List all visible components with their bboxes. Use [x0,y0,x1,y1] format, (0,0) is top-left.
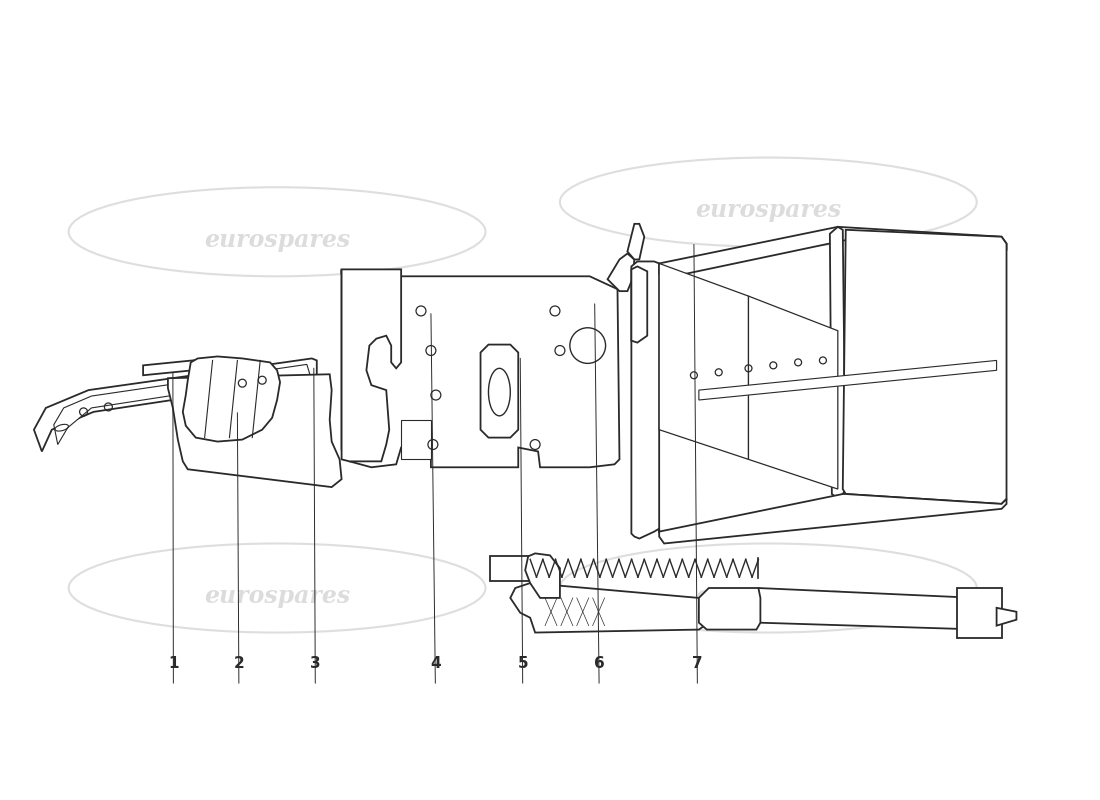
Polygon shape [748,296,838,489]
Polygon shape [659,494,1006,543]
Polygon shape [659,263,748,459]
Polygon shape [754,588,997,630]
Polygon shape [168,374,342,487]
Polygon shape [54,364,310,445]
Polygon shape [631,266,647,342]
Text: 4: 4 [430,656,441,671]
Polygon shape [481,345,518,438]
Text: 6: 6 [594,656,605,671]
Polygon shape [402,420,431,459]
Text: 1: 1 [168,656,178,671]
Polygon shape [342,270,402,462]
Text: 2: 2 [233,656,244,671]
Polygon shape [698,361,997,400]
Polygon shape [957,588,1002,638]
Polygon shape [631,262,659,538]
Polygon shape [491,556,530,581]
Polygon shape [183,357,280,442]
Text: 3: 3 [310,656,320,671]
Polygon shape [510,583,708,633]
Polygon shape [143,358,212,375]
Text: eurospares: eurospares [695,584,842,608]
Text: eurospares: eurospares [695,198,842,222]
Polygon shape [34,358,317,451]
Text: 5: 5 [517,656,528,671]
Text: eurospares: eurospares [204,228,350,252]
Polygon shape [627,224,645,259]
Polygon shape [342,270,619,467]
Polygon shape [698,588,760,630]
Text: eurospares: eurospares [204,584,350,608]
Polygon shape [843,230,1006,504]
Text: 7: 7 [692,656,703,671]
Polygon shape [997,608,1016,626]
Polygon shape [829,227,846,497]
Polygon shape [607,254,635,291]
Polygon shape [659,227,1006,278]
Polygon shape [525,554,560,598]
